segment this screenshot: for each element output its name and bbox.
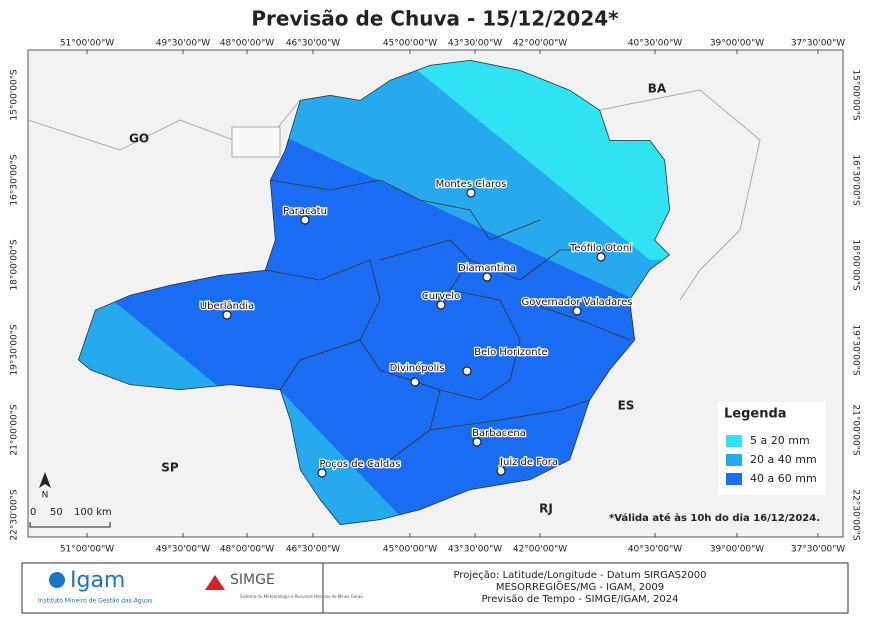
city-label: Montes Claros (436, 179, 507, 190)
city-marker (436, 300, 446, 310)
city-label: Uberlândia (200, 300, 254, 312)
simge-logo (205, 575, 225, 590)
title: Previsão de Chuva - 15/12/2024* (251, 7, 619, 31)
legend-swatch (726, 435, 742, 447)
igam-logo-text: Igam (70, 568, 125, 593)
north-arrow (39, 472, 51, 488)
scale-bar: 50 (50, 507, 63, 518)
longitude-label: 43°30'00"W (448, 39, 502, 49)
state-label: ES (618, 399, 635, 413)
latitude-label: 21°00'00"S (10, 404, 20, 455)
longitude-label: 46°30'00"W (286, 545, 340, 555)
simge-logo-text: SIMGE (230, 572, 275, 588)
state-label: SP (161, 461, 179, 475)
footer-line: MESORREGIÕES/MG - IGAM, 2009 (496, 580, 664, 593)
latitude-label: 22°30'00"S (10, 489, 20, 540)
city-label: Teófilo Otoni (569, 242, 632, 254)
state-label: GO (129, 132, 149, 146)
igam-logo (49, 572, 65, 588)
city-marker (482, 272, 492, 282)
latitude-label: 15°00'00"S (851, 69, 861, 120)
longitude-label: 37°30'00"W (791, 545, 845, 555)
longitude-label: 49°30'00"W (156, 545, 210, 555)
latitude-label: 22°30'00"S (851, 489, 861, 540)
mesoregions (264, 179, 631, 461)
latitude-label: 15°00'00"S (10, 69, 20, 120)
latitude-label: 19°30'00"S (851, 324, 861, 375)
city-label: Juiz de Fora (499, 457, 558, 468)
city-marker (410, 377, 420, 387)
city-marker (222, 310, 232, 320)
longitude-label: 46°30'00"W (286, 39, 340, 49)
longitude-label: 43°30'00"W (448, 545, 502, 555)
longitude-label: 40°30'00"W (628, 39, 682, 49)
df-outline (231, 126, 281, 158)
city-marker (596, 252, 606, 262)
longitude-label: 40°30'00"W (628, 545, 682, 555)
scale-bar: 0 (30, 507, 36, 518)
simge-subtitle: Sistema de Meteorologia e Recursos Hídri… (240, 594, 363, 599)
longitude-label: 51°00'00"W (60, 545, 114, 555)
footer-line: Projeção: Latitude/Longitude - Datum SIR… (454, 570, 707, 581)
state-label: RJ (539, 502, 553, 516)
igam-subtitle: Instituto Mineiro de Gestão das Águas (38, 598, 152, 605)
latitude-label: 21°00'00"S (851, 404, 861, 455)
city-label: Curvelo (422, 291, 460, 302)
longitude-label: 49°30'00"W (156, 39, 210, 49)
note: *Válida até às 10h do dia 16/12/2024. (609, 512, 820, 524)
longitude-label: 51°00'00"W (60, 39, 114, 49)
legend-swatch (726, 473, 742, 485)
city-marker (462, 366, 472, 376)
longitude-label: 48°00'00"W (220, 545, 274, 555)
latitude-label: 18°00'00"S (851, 239, 861, 290)
city-label: Divinópolis (390, 362, 445, 374)
city-marker (472, 437, 482, 447)
city-marker (572, 306, 582, 316)
longitude-label: 45°00'00"W (383, 545, 437, 555)
city-marker (466, 188, 476, 198)
scale-bar: 100 km (74, 507, 112, 518)
legend-swatch (726, 454, 742, 466)
legend-label: 20 a 40 mm (750, 453, 817, 466)
city-marker (496, 466, 506, 476)
city-label: Diamantina (458, 263, 516, 274)
city-label: Governador Valadares (522, 297, 633, 308)
longitude-label: 42°00'00"W (513, 545, 567, 555)
legend-label: 40 a 60 mm (750, 472, 817, 485)
city-label: Barbacena (472, 428, 526, 439)
scale-bar-line (29, 522, 111, 528)
longitude-label: 45°00'00"W (383, 39, 437, 49)
state-label: BA (648, 82, 667, 96)
longitude-label: 37°30'00"W (791, 39, 845, 49)
north-label: N (42, 491, 49, 501)
longitude-label: 39°00'00"W (710, 545, 764, 555)
latitude-label: 16°30'00"S (10, 154, 20, 205)
city-label: Belo Horizonte (474, 347, 547, 358)
city-label: Paracatu (283, 206, 327, 217)
longitude-label: 48°00'00"W (220, 39, 274, 49)
city-label: Poços de Caldas (319, 459, 400, 470)
footer-line: Previsão de Tempo - SIMGE/IGAM, 2024 (482, 594, 679, 605)
longitude-label: 39°00'00"W (710, 39, 764, 49)
city-marker (317, 468, 327, 478)
footer-box (21, 562, 849, 614)
legend-label: 5 a 20 mm (750, 434, 810, 447)
latitude-label: 18°00'00"S (10, 239, 20, 290)
longitude-label: 42°00'00"W (513, 39, 567, 49)
border (599, 89, 761, 301)
city-marker (300, 215, 310, 225)
legend-title: Legenda (724, 407, 787, 422)
latitude-label: 19°30'00"S (10, 324, 20, 375)
latitude-label: 16°30'00"S (851, 154, 861, 205)
